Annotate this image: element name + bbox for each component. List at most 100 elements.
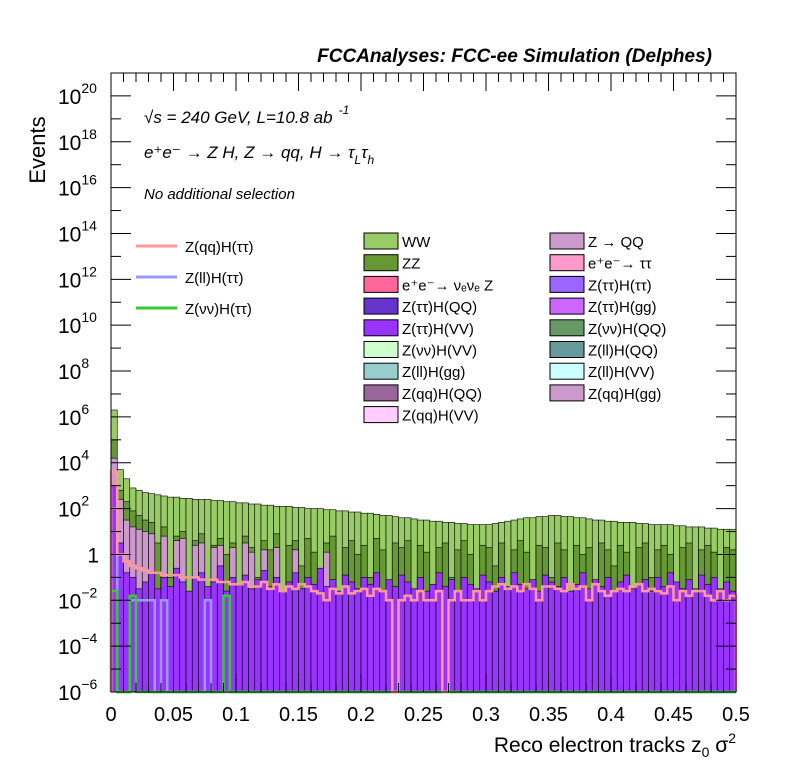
bar-ztautau-hvv (191, 577, 199, 693)
axis-ticks (110, 72, 737, 693)
bar-ztautau-hvv (548, 581, 556, 693)
bar-ztautau-hvv (266, 586, 274, 693)
bar-ztautau-hvv (635, 583, 643, 693)
y-tick-base: 10 (58, 453, 81, 476)
bar-ztautau-hvv (316, 567, 324, 693)
y-tick-label: 1018 (58, 126, 97, 155)
bar-ztautau-hvv (254, 579, 262, 693)
y-tick-base: 10 (58, 269, 81, 292)
background-legend-swatch (363, 254, 399, 272)
bar-ztautau-hvv (354, 588, 362, 693)
y-axis-label: Events (25, 116, 50, 183)
y-tick-exp: 2 (81, 493, 89, 509)
y-tick-exp: 20 (81, 80, 97, 96)
y-tick-label: 102 (58, 493, 89, 522)
bar-ztautau-hvv (566, 590, 574, 693)
y-tick-base: 10 (58, 499, 81, 522)
background-legend-swatch (363, 297, 399, 315)
background-legend-label: Z(qq)H(gg) (588, 386, 661, 403)
bar-ztautau-hvv (323, 586, 331, 693)
y-tick-base: 10 (58, 361, 81, 384)
y-tick-base: 10 (58, 407, 81, 430)
background-legend-swatch (363, 362, 399, 380)
bar-ztautau-hvv (273, 577, 281, 693)
bar-ztautau-hvv (691, 590, 699, 693)
bar-ztautau-hvv (285, 581, 293, 693)
y-tick-label: 1 (87, 544, 99, 567)
y-tick-label: 10−6 (58, 676, 98, 705)
y-tick-exp: 14 (81, 217, 97, 233)
background-legend-swatch (549, 297, 585, 315)
tick-labels: 0 0.05 0.1 0.15 0.2 0.25 0.3 0.35 0.4 0.45 0.510−6… (58, 80, 750, 726)
bar-ztautau-hvv (585, 588, 593, 693)
bar-ztautau-hvv (379, 590, 387, 693)
bar-ztautau-hvv (304, 577, 312, 693)
background-legend-swatch (363, 319, 399, 337)
bar-ztautau-hvv (366, 583, 374, 693)
background-legend-label: WW (402, 234, 431, 251)
background-legend-swatch (363, 384, 399, 402)
background-legend-swatch (363, 232, 399, 250)
bar-ztautau-hvv (291, 572, 299, 693)
x-tick-label: 0.1 (222, 704, 250, 726)
bar-ztautau-hvv (641, 579, 649, 693)
y-tick-base: 10 (58, 315, 81, 338)
process-text: e⁺e⁻ → Z H, Z → qq, H → τ (144, 143, 356, 162)
x-tick-label: 0.35 (529, 704, 568, 726)
bar-ztautau-hvv (185, 590, 193, 693)
background-legend-label: Z(ll)H(QQ) (588, 343, 658, 360)
bar-ztautau-hvv (716, 588, 724, 693)
y-tick-exp: 10 (81, 309, 97, 325)
x-tick-label: 0.25 (404, 704, 443, 726)
background-legend: WW Z → QQ ZZ e⁺e⁻→ ττ e⁺e⁻→ νₑνₑ Z Z(ττ)H(ττ)… (363, 232, 666, 425)
background-legend-label: Z(ττ)H(QQ) (402, 299, 477, 316)
background-legend-label: Z(ττ)H(ττ) (588, 277, 652, 294)
process-annotation: e⁺e⁻ → Z H, Z → qq, H → τLτh (144, 143, 374, 167)
bar-ztautau-hvv (516, 583, 524, 693)
y-tick-label: 10−4 (58, 630, 98, 659)
bar-ztautau-hvv (173, 567, 181, 693)
y-tick-base: 10 (58, 590, 81, 613)
y-tick-base: 1 (87, 544, 99, 567)
x-tick-label: 0.4 (597, 704, 625, 726)
bar-ztautau-hvv (141, 581, 149, 693)
x-tick-label: 0 (105, 704, 116, 726)
bar-ztautau-hvv (535, 590, 543, 693)
x-axis-label-tail: σ (709, 734, 728, 757)
bar-ztautau-hvv (498, 577, 506, 693)
bar-ztautau-hvv (629, 588, 637, 693)
background-legend-swatch (549, 275, 585, 293)
background-legend-label: Z(νν)H(VV) (402, 343, 477, 360)
y-tick-exp: 6 (81, 401, 89, 417)
bar-ztautau-hvv (241, 574, 249, 693)
background-legend-swatch (549, 384, 585, 402)
y-tick-exp: 18 (81, 126, 97, 142)
y-tick-label: 1010 (58, 309, 97, 338)
y-tick-base: 10 (58, 132, 81, 155)
selection-annotation: No additional selection (144, 186, 295, 203)
bar-ztautau-hvv (523, 588, 531, 693)
signal-legend-label: Z(qq)H(ττ) (185, 239, 254, 256)
y-tick-exp: −2 (81, 584, 97, 600)
background-legend-label: Z(νν)H(QQ) (588, 321, 666, 338)
background-legend-swatch (549, 362, 585, 380)
x-tick-label: 0.5 (722, 704, 750, 726)
y-tick-label: 104 (58, 447, 89, 476)
background-legend-label: Z(qq)H(QQ) (402, 386, 482, 403)
background-legend-label: Z → QQ (588, 234, 644, 251)
y-tick-base: 10 (58, 86, 81, 109)
background-legend-swatch (363, 275, 399, 293)
energy-sup: -1 (339, 103, 350, 117)
bar-ztautau-hvv (679, 588, 687, 693)
y-tick-label: 1012 (58, 263, 97, 292)
x-tick-label: 0.3 (472, 704, 500, 726)
bar-ztautau-hvv (616, 581, 624, 693)
y-tick-base: 10 (58, 178, 81, 201)
bar-ztautau-hvv (179, 581, 187, 693)
y-tick-exp: 16 (81, 172, 97, 188)
y-tick-label: 10−2 (58, 584, 98, 613)
bar-ztautau-hvv (648, 590, 656, 693)
background-legend-label: ZZ (402, 256, 420, 273)
y-tick-label: 1014 (58, 217, 97, 246)
